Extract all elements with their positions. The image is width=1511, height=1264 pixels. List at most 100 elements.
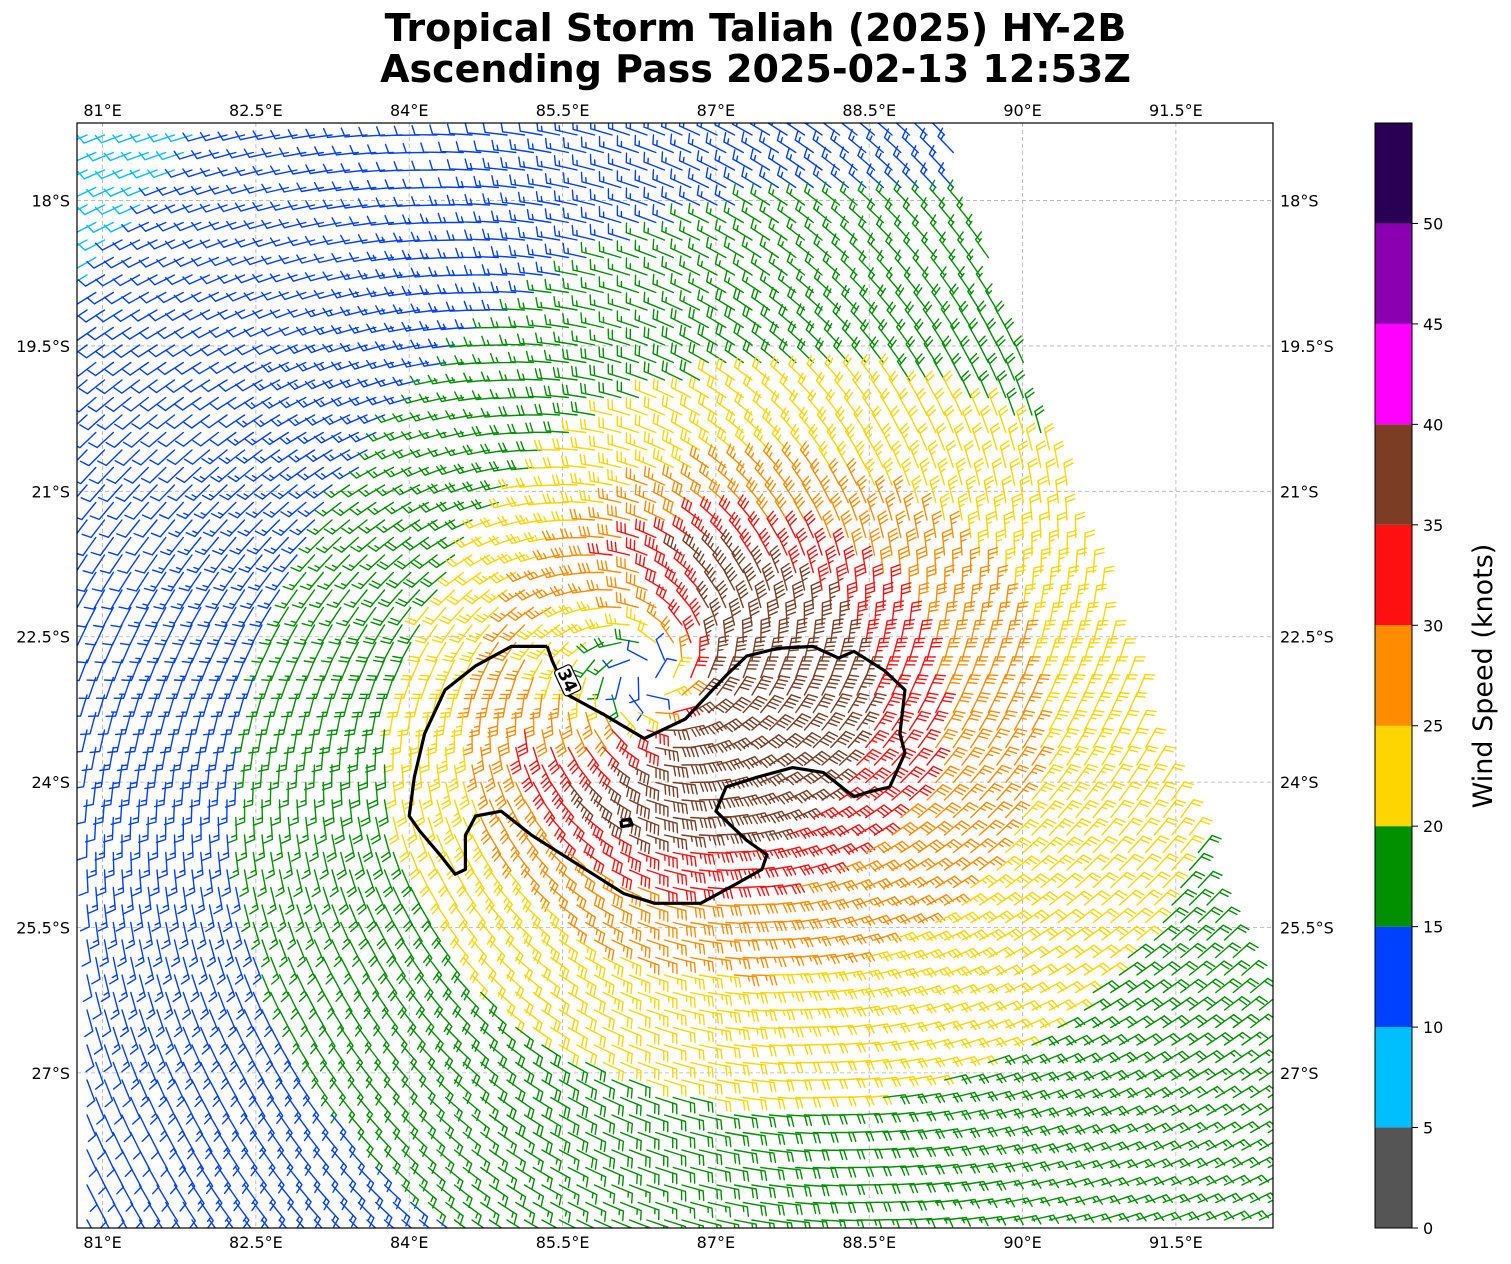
wind-barb [366, 396, 394, 406]
wind-barb [77, 309, 88, 318]
wind-barb [331, 325, 359, 335]
wind-barb [742, 339, 762, 364]
wind-barb [357, 198, 386, 209]
wind-barb [339, 306, 368, 317]
wind-barb [491, 175, 517, 189]
wind-barb [455, 247, 482, 259]
wind-barb [165, 379, 193, 393]
wind-barb [174, 396, 202, 411]
wind-barb [348, 360, 377, 370]
wind-barb [875, 145, 893, 171]
wind-barb [77, 309, 106, 323]
wind-barb [498, 370, 526, 381]
wind-barb [322, 271, 351, 281]
wind-barb [849, 232, 867, 259]
colorbar-bin [1375, 826, 1412, 927]
wind-barb [795, 199, 814, 224]
wind-barb [269, 273, 298, 283]
wind-barb [589, 188, 613, 206]
wind-barb [348, 396, 377, 406]
wind-barb [472, 282, 499, 294]
wind-barb [508, 316, 534, 329]
wind-barb [652, 134, 674, 154]
wind-barb [322, 199, 351, 210]
wind-barb [652, 343, 674, 364]
wind-barb [446, 159, 473, 171]
wind-barb [77, 134, 88, 140]
wind-barb [705, 132, 727, 154]
wind-barb [509, 139, 534, 154]
wind-barb [113, 344, 141, 358]
wind-barb [270, 129, 298, 140]
wind-barb [165, 344, 193, 357]
wind-barb [545, 137, 569, 154]
wind-barb [147, 239, 176, 250]
wind-barb [589, 153, 613, 171]
wind-barb [535, 332, 561, 346]
wind-barb [429, 124, 456, 136]
colorbar-tick-label: 10 [1423, 1018, 1443, 1037]
wind-barb [217, 309, 246, 320]
wind-barb [714, 149, 736, 171]
wind-barb [200, 344, 228, 357]
wind-barb [182, 132, 211, 142]
wind-barb [967, 283, 981, 311]
wind-barb [544, 314, 569, 329]
wind-barb [358, 162, 386, 173]
wind-barb [217, 131, 246, 141]
wind-barb [759, 165, 779, 189]
wind-barb [392, 304, 421, 315]
wind-barb [975, 265, 989, 294]
wind-barb [750, 218, 771, 241]
wind-barb [217, 239, 246, 248]
wind-barb [822, 216, 841, 241]
wind-barb [296, 182, 324, 193]
wind-barb [339, 343, 368, 353]
wind-barb [580, 171, 604, 189]
wind-barb [269, 237, 298, 247]
wind-barb [348, 288, 377, 298]
wind-barb [156, 186, 184, 196]
wind-barb [392, 376, 421, 387]
wind-barb [688, 341, 709, 364]
wind-barb [1004, 317, 1016, 346]
wind-barb [796, 337, 814, 364]
wind-barb [580, 312, 604, 329]
wind-barb [278, 183, 307, 193]
wind-barb [208, 326, 237, 338]
wind-barb [234, 238, 263, 248]
wind-barb [331, 289, 359, 299]
wind-barb [840, 215, 858, 241]
wind-barb [339, 379, 368, 389]
wind-barb [625, 222, 648, 241]
wind-barb [616, 240, 639, 259]
wind-barb [941, 335, 954, 364]
wind-barb [670, 168, 692, 189]
wind-barb [805, 285, 823, 311]
wind-barb [803, 147, 823, 171]
wind-barb [759, 269, 779, 294]
wind-barb [625, 327, 648, 346]
wind-barb [884, 197, 902, 224]
wind-barb [313, 289, 342, 299]
wind-barb [138, 186, 167, 197]
wind-barb [78, 344, 106, 359]
wind-barb [384, 250, 412, 261]
wind-barb [313, 361, 342, 372]
wind-barb [234, 344, 263, 356]
wind-barb [482, 123, 508, 136]
wind-barb [121, 186, 149, 197]
wind-barb [278, 361, 307, 373]
wind-barb [571, 295, 596, 311]
wind-barb [191, 221, 219, 231]
wind-barb [661, 360, 683, 381]
wind-barb [454, 391, 482, 402]
wind-barb [287, 272, 316, 282]
wind-barb [296, 396, 324, 408]
wind-barb [490, 246, 517, 259]
wind-barb [129, 239, 158, 250]
wind-barb [164, 204, 193, 214]
colorbar-tick-label: 5 [1423, 1119, 1433, 1138]
wind-barb [804, 216, 823, 241]
wind-barb [191, 150, 219, 160]
